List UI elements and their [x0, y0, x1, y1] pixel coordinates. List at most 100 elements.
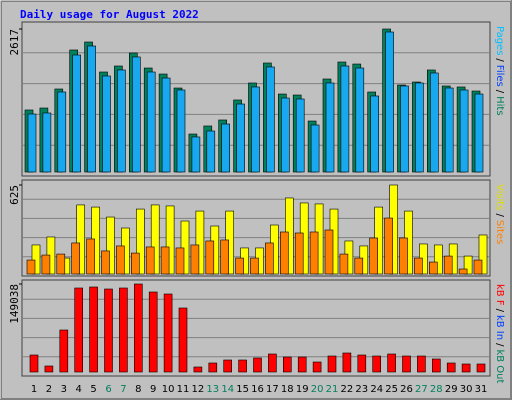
bar	[372, 355, 382, 373]
legend-separator: /	[494, 309, 505, 313]
bar	[193, 366, 203, 373]
legend-entry: kB Out	[494, 349, 505, 383]
bar	[221, 123, 230, 173]
bar	[71, 242, 80, 275]
x-tick-label: 6	[105, 384, 111, 395]
y-tick-label: 625	[8, 185, 21, 205]
bar	[478, 234, 488, 275]
bar	[134, 283, 143, 373]
legend-entry: Pages	[494, 26, 505, 55]
legend: kB F / kB In / kB Out	[494, 284, 505, 384]
legend-separator: /	[494, 214, 505, 218]
bar	[431, 358, 441, 373]
bar	[238, 359, 247, 373]
bar	[342, 352, 352, 373]
bar	[443, 255, 453, 275]
x-tick-label: 1	[31, 384, 37, 395]
bar	[429, 72, 439, 173]
bar	[160, 246, 170, 275]
bar	[132, 56, 141, 173]
x-tick-label: 26	[400, 384, 413, 395]
bar	[72, 54, 81, 173]
bar	[463, 255, 473, 275]
x-tick-label: 19	[296, 384, 309, 395]
bar	[297, 356, 307, 373]
bar	[195, 210, 205, 275]
bar	[324, 229, 334, 275]
legend-separator: /	[494, 58, 505, 62]
x-tick-label: 28	[430, 384, 443, 395]
bar	[369, 237, 379, 275]
bar	[251, 86, 260, 173]
bar	[268, 353, 277, 373]
bar	[87, 45, 96, 173]
bar	[279, 231, 289, 275]
y-tick-label: 149038	[8, 284, 21, 324]
bar	[339, 253, 349, 275]
bar	[461, 363, 471, 373]
legend: Visits / Sites	[494, 184, 505, 244]
bar	[415, 82, 424, 173]
x-tick-label: 31	[475, 384, 488, 395]
bar	[41, 254, 51, 275]
bar	[176, 89, 186, 173]
bar	[417, 355, 426, 373]
bar	[253, 357, 262, 373]
x-tick-label: 24	[370, 384, 383, 395]
x-tick-label: 4	[76, 384, 82, 395]
bar	[327, 355, 337, 373]
bar	[295, 98, 305, 173]
bar	[428, 261, 438, 275]
legend-entry: kB F	[494, 284, 505, 306]
bar	[89, 286, 98, 373]
bar	[145, 246, 155, 275]
bar	[56, 253, 66, 275]
bar	[476, 363, 486, 373]
bar	[223, 359, 232, 373]
legend-entry: Sites	[494, 220, 505, 244]
legend-entry: Files	[494, 65, 505, 87]
x-tick-label: 25	[385, 384, 398, 395]
bar	[74, 287, 83, 373]
bar	[27, 113, 37, 173]
x-tick-label: 13	[206, 384, 219, 395]
x-tick-label: 29	[445, 384, 458, 395]
bar	[136, 208, 145, 275]
bar	[106, 216, 115, 275]
x-tick-label: 23	[355, 384, 368, 395]
bar	[180, 220, 190, 275]
bar	[325, 82, 335, 173]
x-tick-label: 14	[221, 384, 234, 395]
x-tick-label: 8	[135, 384, 141, 395]
bar	[357, 354, 367, 373]
bar	[355, 67, 365, 173]
x-tick-label: 16	[251, 384, 264, 395]
bar	[59, 329, 69, 373]
bar	[236, 103, 245, 173]
bar	[102, 75, 111, 173]
bar	[446, 362, 456, 373]
y-tick-label: 2617	[8, 29, 21, 56]
legend-entry: kB In	[494, 315, 505, 340]
bar	[150, 204, 160, 275]
x-tick-label: 11	[177, 384, 190, 395]
bar	[208, 362, 218, 373]
x-tick-label: 5	[90, 384, 96, 395]
bar	[309, 231, 319, 275]
bar	[76, 204, 85, 275]
bar	[235, 257, 244, 275]
x-tick-label: 9	[150, 384, 156, 395]
bar	[220, 239, 229, 275]
bar	[191, 136, 201, 173]
x-tick-label: 27	[415, 384, 428, 395]
bar	[42, 112, 52, 173]
x-tick-label: 3	[61, 384, 67, 395]
x-tick-label: 17	[266, 384, 279, 395]
bar	[312, 361, 322, 373]
bar	[101, 250, 110, 275]
bar	[250, 257, 259, 275]
bar	[148, 291, 158, 373]
x-tick-label: 2	[46, 384, 52, 395]
bar	[399, 237, 408, 275]
